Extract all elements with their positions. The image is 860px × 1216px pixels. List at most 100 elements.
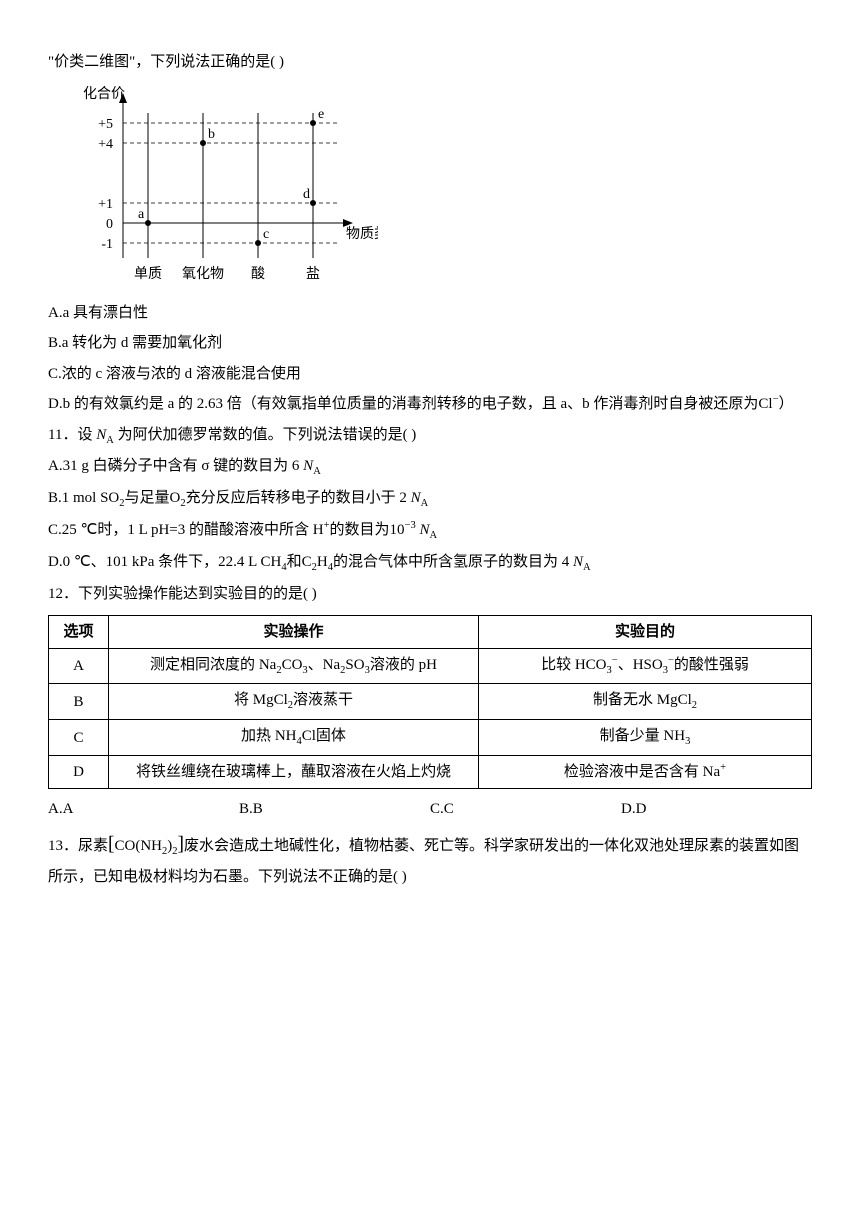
q12-d: D.D bbox=[621, 795, 812, 824]
row-b-op-suffix: 溶液蒸干 bbox=[293, 692, 353, 708]
y-axis-label: 化合价 bbox=[83, 86, 125, 102]
label-a: a bbox=[138, 207, 145, 222]
q13-prefix: 13．尿素 bbox=[48, 838, 108, 854]
q12-abcd: A.A B.B C.C D.D bbox=[48, 795, 812, 824]
label-d: d bbox=[303, 187, 310, 202]
cl-minus: Cl− bbox=[758, 396, 778, 412]
q11-stem-prefix: 11．设 bbox=[48, 427, 92, 443]
ch4: CH4 bbox=[261, 554, 287, 570]
row-a-op-prefix: 测定相同浓度的 bbox=[150, 657, 255, 673]
urea-formula: [CO(NH2)2] bbox=[108, 838, 184, 854]
valence-category-diagram: 化合价 +5 +4 +1 0 -1 单质 氧化物 酸 盐 物质类别 a b bbox=[48, 83, 812, 293]
row-a-op: 测定相同浓度的 Na2CO3、Na2SO3溶液的 pH bbox=[109, 648, 479, 684]
table-row: A 测定相同浓度的 Na2CO3、Na2SO3溶液的 pH 比较 HCO3−、H… bbox=[49, 648, 812, 684]
point-b bbox=[200, 140, 206, 146]
row-d-goal: 检验溶液中是否含有 Na+ bbox=[479, 756, 812, 789]
xcat-2: 酸 bbox=[251, 266, 265, 282]
x-axis-label: 物质类别 bbox=[346, 226, 378, 242]
row-d-opt: D bbox=[49, 756, 109, 789]
q11-c-suffix: 的数目为 bbox=[330, 522, 390, 538]
ytick-0: 0 bbox=[106, 217, 113, 232]
q11-b-mid: 与足量 bbox=[125, 490, 170, 506]
q11-d-mid: 和 bbox=[287, 554, 302, 570]
q10-d-suffix: ） bbox=[779, 396, 794, 412]
row-a-opt: A bbox=[49, 648, 109, 684]
na-a: NA bbox=[299, 458, 320, 474]
q11-b-suffix: 充分反应后转移电子的数目小于 2 bbox=[186, 490, 407, 506]
row-a-op-mid: 、 bbox=[308, 657, 323, 673]
q12-b: B.B bbox=[239, 795, 430, 824]
nh4cl: NH4Cl bbox=[271, 728, 316, 744]
q12-a: A.A bbox=[48, 795, 239, 824]
q10-option-d: D.b 的有效氯约是 a 的 2.63 倍（有效氯指单位质量的消毒剂转移的电子数… bbox=[48, 390, 812, 419]
table-header-row: 选项 实验操作 实验目的 bbox=[49, 615, 812, 648]
row-a-op-suffix: 溶液的 pH bbox=[370, 657, 437, 673]
q10-option-a: A.a 具有漂白性 bbox=[48, 299, 812, 328]
q11-option-b: B.1 mol SO2与足量O2充分反应后转移电子的数目小于 2 NA bbox=[48, 484, 812, 514]
q11-option-c: C.25 ℃时，1 L pH=3 的醋酸溶液中所含 H+的数目为10−3 NA bbox=[48, 516, 812, 546]
h-plus: H+ bbox=[309, 522, 330, 538]
row-a-goal-suffix: 的酸性强弱 bbox=[674, 657, 749, 673]
row-c-opt: C bbox=[49, 720, 109, 756]
nh3: NH3 bbox=[660, 728, 691, 744]
th-option: 选项 bbox=[49, 615, 109, 648]
row-c-op-prefix: 加热 bbox=[241, 728, 271, 744]
na-b: NA bbox=[407, 490, 428, 506]
xcat-0: 单质 bbox=[134, 266, 162, 282]
q11-c-prefix: C.25 ℃时，1 L pH=3 的醋酸溶液中所含 bbox=[48, 522, 309, 538]
label-c: c bbox=[263, 227, 269, 242]
row-c-op-suffix: 固体 bbox=[316, 728, 346, 744]
mgcl2-2: MgCl2 bbox=[653, 692, 697, 708]
na-plus: Na+ bbox=[699, 764, 726, 780]
row-c-op: 加热 NH4Cl固体 bbox=[109, 720, 479, 756]
ytick-5: +5 bbox=[98, 117, 113, 132]
row-c-goal-prefix: 制备少量 bbox=[600, 728, 660, 744]
q10-option-b: B.a 转化为 d 需要加氧化剂 bbox=[48, 329, 812, 358]
point-a bbox=[145, 220, 151, 226]
row-a-goal-mid: 、 bbox=[618, 657, 633, 673]
mgcl2-1: MgCl2 bbox=[249, 692, 293, 708]
row-a-goal-prefix: 比较 bbox=[541, 657, 571, 673]
row-d-op: 将铁丝缠绕在玻璃棒上，蘸取溶液在火焰上灼烧 bbox=[109, 756, 479, 789]
q11-a-prefix: A.31 g 白磷分子中含有 σ 键的数目为 6 bbox=[48, 458, 299, 474]
hco3: HCO3− bbox=[571, 657, 618, 673]
xcat-3: 盐 bbox=[306, 266, 320, 282]
so2: SO2 bbox=[100, 490, 124, 506]
q10-d-prefix: D.b 的有效氯约是 a 的 2.63 倍（有效氯指单位质量的消毒剂转移的电子数… bbox=[48, 396, 758, 412]
q13-stem: 13．尿素[CO(NH2)2]废水会造成土地碱性化，植物枯萎、死亡等。科学家研发… bbox=[48, 826, 812, 892]
na-d: NA bbox=[569, 554, 590, 570]
label-e: e bbox=[318, 107, 324, 122]
c2h4: C2H4 bbox=[302, 554, 333, 570]
x-axis-arrow bbox=[343, 219, 353, 227]
table-row: C 加热 NH4Cl固体 制备少量 NH3 bbox=[49, 720, 812, 756]
row-b-opt: B bbox=[49, 684, 109, 720]
row-d-goal-prefix: 检验溶液中是否含有 bbox=[564, 764, 699, 780]
row-b-op-prefix: 将 bbox=[234, 692, 249, 708]
na-symbol: NA bbox=[92, 427, 117, 443]
q11-option-d: D.0 ℃、101 kPa 条件下，22.4 L CH4和C2H4的混合气体中所… bbox=[48, 548, 812, 578]
row-b-op: 将 MgCl2溶液蒸干 bbox=[109, 684, 479, 720]
point-e bbox=[310, 120, 316, 126]
table-row: D 将铁丝缠绕在玻璃棒上，蘸取溶液在火焰上灼烧 检验溶液中是否含有 Na+ bbox=[49, 756, 812, 789]
ytick-1: +1 bbox=[98, 197, 113, 212]
point-d bbox=[310, 200, 316, 206]
q11-d-suffix: 的混合气体中所含氢原子的数目为 4 bbox=[333, 554, 569, 570]
q12-stem: 12．下列实验操作能达到实验目的的是( ) bbox=[48, 580, 812, 609]
row-b-goal: 制备无水 MgCl2 bbox=[479, 684, 812, 720]
ten-3-na: 10−3 NA bbox=[390, 522, 438, 538]
row-a-goal: 比较 HCO3−、HSO3−的酸性强弱 bbox=[479, 648, 812, 684]
xcat-1: 氧化物 bbox=[182, 266, 224, 282]
label-b: b bbox=[208, 127, 215, 142]
q11-stem: 11．设 NA 为阿伏加德罗常数的值。下列说法错误的是( ) bbox=[48, 421, 812, 451]
ytick-neg1: -1 bbox=[101, 237, 113, 252]
th-operation: 实验操作 bbox=[109, 615, 479, 648]
q11-option-a: A.31 g 白磷分子中含有 σ 键的数目为 6 NA bbox=[48, 452, 812, 482]
q10-intro: "价类二维图"，下列说法正确的是( ) bbox=[48, 48, 812, 77]
q12-table: 选项 实验操作 实验目的 A 测定相同浓度的 Na2CO3、Na2SO3溶液的 … bbox=[48, 615, 812, 789]
row-b-goal-prefix: 制备无水 bbox=[593, 692, 653, 708]
q11-stem-mid: 为阿伏加德罗常数的值。下列说法错误的是( ) bbox=[118, 427, 417, 443]
point-c bbox=[255, 240, 261, 246]
ytick-4: +4 bbox=[98, 137, 113, 152]
q11-d-prefix: D.0 ℃、101 kPa 条件下，22.4 L bbox=[48, 554, 261, 570]
row-c-goal: 制备少量 NH3 bbox=[479, 720, 812, 756]
